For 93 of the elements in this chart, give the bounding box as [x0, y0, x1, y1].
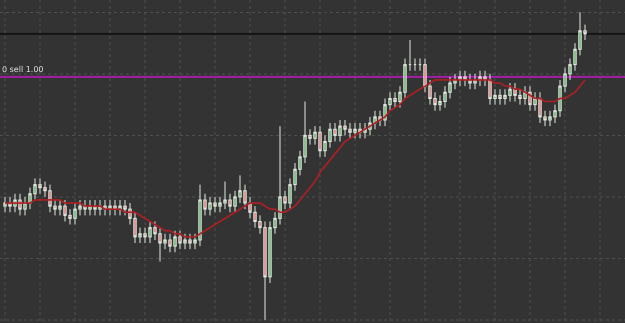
candlestick [388, 92, 392, 112]
candlestick [213, 196, 217, 213]
candlestick [268, 220, 272, 284]
candlestick [258, 214, 262, 234]
candlestick [578, 12, 582, 56]
candlestick [403, 58, 407, 99]
candlestick [203, 193, 207, 216]
candlestick [178, 230, 182, 250]
candlestick [183, 233, 187, 250]
candlestick [188, 233, 192, 250]
candlestick [238, 174, 242, 204]
candlestick [63, 199, 67, 222]
ref-line-label: 0 sell 1.00 [2, 65, 44, 74]
candlestick [513, 82, 517, 102]
candlestick [153, 220, 157, 240]
candlestick [293, 162, 297, 192]
candlestick [278, 126, 282, 226]
candlestick [138, 227, 142, 244]
candlestick [298, 150, 302, 176]
candlestick [533, 92, 537, 112]
candlestick [88, 199, 92, 216]
candlestick [78, 199, 82, 216]
candlestick [433, 92, 437, 112]
candlestick [568, 58, 572, 80]
candlestick [428, 79, 432, 106]
candlestick [393, 92, 397, 108]
candlestick [353, 122, 357, 139]
candlestick [233, 190, 237, 213]
candlestick [498, 88, 502, 106]
candlestick [303, 101, 307, 164]
candlestick [413, 58, 417, 72]
candlestick [543, 110, 547, 127]
candlestick [173, 230, 177, 253]
candlestick [318, 126, 322, 158]
candlestick [408, 39, 412, 72]
candlestick [313, 126, 317, 146]
candlestick [448, 76, 452, 99]
candlestick [323, 134, 327, 158]
candlestick [223, 181, 227, 210]
candlestick [328, 122, 332, 148]
candlestick [288, 178, 292, 210]
candlestick [553, 104, 557, 124]
candlestick [73, 202, 77, 226]
candlestick [333, 122, 337, 142]
candlestick [158, 227, 162, 262]
candlestick [143, 227, 147, 244]
candlestick [378, 110, 382, 127]
candlestick [438, 94, 442, 112]
candlestick [563, 67, 567, 93]
candlestick [68, 208, 72, 226]
candlestick [148, 220, 152, 244]
candlestick [118, 199, 122, 216]
candlestick [8, 196, 12, 213]
candlestick [3, 196, 7, 213]
candlestick [343, 119, 347, 136]
candlestick [263, 220, 267, 320]
candlestick [338, 119, 342, 142]
candlestick [283, 190, 287, 210]
candlestick [133, 212, 137, 244]
candlestick [113, 199, 117, 216]
candlestick [583, 24, 587, 40]
candlestick [243, 184, 247, 210]
candlestick [123, 199, 127, 216]
candlestick [228, 193, 232, 213]
candlestick [253, 206, 257, 228]
candlestick [128, 202, 132, 226]
candlestick [418, 58, 422, 72]
candlestick [503, 88, 507, 106]
candlestick [493, 88, 497, 106]
candlestick [193, 233, 197, 250]
candlestick [43, 181, 47, 198]
candlestick [168, 233, 172, 253]
candlestick [518, 88, 522, 106]
candlestick [573, 42, 577, 72]
candlestick [273, 212, 277, 234]
candlestick [58, 199, 62, 216]
candlestick [53, 199, 57, 216]
candlestick [548, 110, 552, 127]
candlestick [208, 196, 212, 216]
candlestick [38, 178, 42, 194]
candlestick [218, 196, 222, 213]
candlestick [443, 86, 447, 108]
candlestick [398, 86, 402, 108]
candlestick [108, 199, 112, 216]
candlestick [508, 82, 512, 102]
candlestick [83, 199, 87, 216]
candlestick [93, 199, 97, 216]
candlestick [348, 122, 352, 139]
candlestick [198, 184, 202, 247]
candlestick [163, 233, 167, 250]
candlestick [373, 110, 377, 130]
candlestick [308, 128, 312, 146]
candlestick [33, 178, 37, 200]
